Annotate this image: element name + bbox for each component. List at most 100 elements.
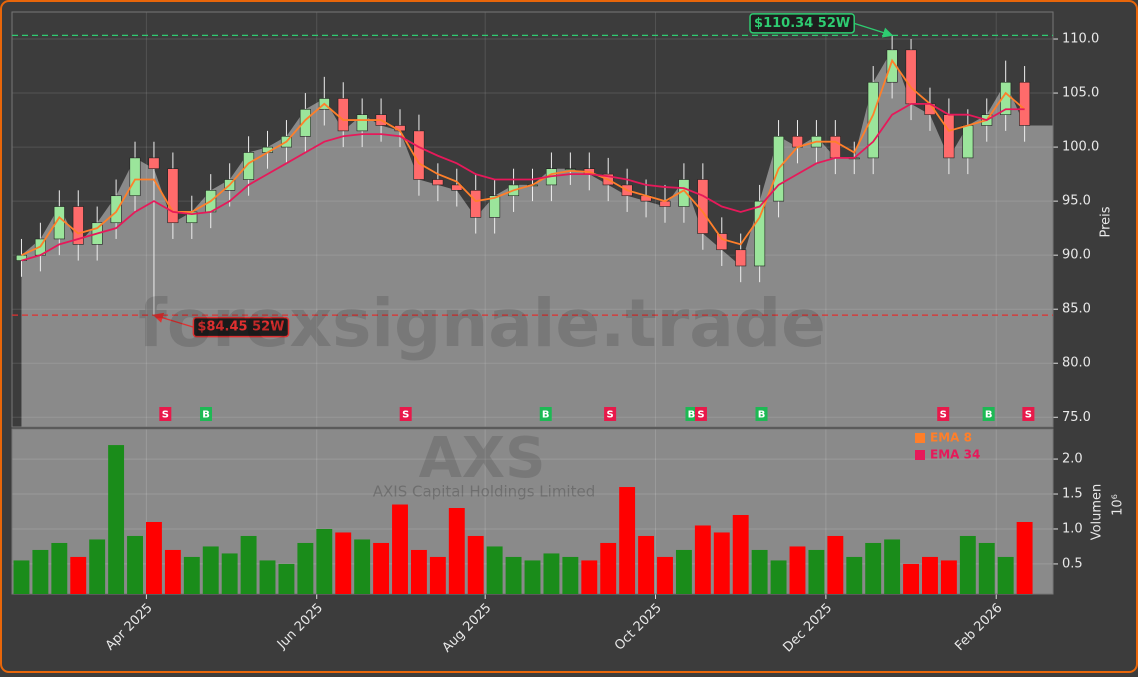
signal-box bbox=[937, 407, 950, 421]
volume-bar bbox=[221, 553, 238, 594]
signal-box bbox=[399, 407, 412, 421]
y-tick-label: 110.0 bbox=[1062, 32, 1099, 47]
candle-body bbox=[716, 233, 728, 251]
signal-box bbox=[685, 407, 698, 421]
volume-bar bbox=[202, 546, 219, 594]
volume-bar bbox=[732, 514, 749, 594]
volume-bar bbox=[543, 553, 560, 594]
volume-bar bbox=[751, 549, 768, 594]
volume-bar bbox=[770, 560, 787, 594]
volume-bar bbox=[1016, 521, 1033, 594]
signal-box bbox=[200, 407, 213, 421]
volume-bar bbox=[89, 539, 106, 594]
volume-bar bbox=[657, 556, 673, 594]
candle-body bbox=[754, 200, 766, 267]
candle-body bbox=[243, 152, 255, 180]
volume-bar bbox=[827, 535, 844, 594]
volume-bar bbox=[619, 487, 636, 594]
volume-bar bbox=[467, 535, 484, 594]
ema-line bbox=[21, 102, 1025, 262]
y-tick-label: 75.0 bbox=[1062, 410, 1091, 425]
volume-bar bbox=[240, 535, 257, 594]
volume-bar bbox=[13, 560, 30, 594]
signal-label: B bbox=[542, 410, 550, 421]
volume-bar bbox=[335, 532, 352, 594]
volume-bar bbox=[940, 560, 957, 594]
candle-body bbox=[943, 114, 955, 159]
volume-bar bbox=[146, 521, 162, 594]
signal-label: S bbox=[697, 410, 704, 421]
candle-body bbox=[886, 49, 898, 83]
y-tick-label: 90.0 bbox=[1062, 248, 1091, 263]
candle-body bbox=[337, 98, 349, 132]
signal-label: S bbox=[607, 410, 614, 421]
y2-tick-label: 2.0 bbox=[1062, 452, 1083, 467]
candle-body bbox=[129, 157, 141, 197]
signal-box bbox=[755, 407, 768, 421]
volume-bar bbox=[278, 563, 295, 594]
volume-bar bbox=[865, 542, 882, 594]
candle-body bbox=[299, 108, 311, 137]
volume-bar bbox=[297, 542, 314, 594]
volume-bar bbox=[789, 546, 806, 594]
signal-label: B bbox=[985, 410, 993, 421]
y-tick-label: 100.0 bbox=[1062, 140, 1099, 155]
volume-bar bbox=[259, 560, 276, 594]
candle-body bbox=[1019, 81, 1031, 126]
volume-bar bbox=[183, 556, 200, 594]
candle-body bbox=[148, 157, 160, 170]
volume-bar bbox=[373, 542, 390, 594]
signal-label: B bbox=[758, 410, 766, 421]
y2-axis-label: Volumen bbox=[1090, 484, 1105, 541]
volume-bar bbox=[392, 504, 408, 594]
y-axis-label: Preis bbox=[1099, 206, 1114, 237]
volume-bar bbox=[675, 549, 692, 594]
volume-bar bbox=[959, 535, 976, 594]
volume-bar bbox=[524, 560, 541, 594]
candle-body bbox=[413, 130, 425, 180]
signal-label: B bbox=[688, 410, 696, 421]
low_52w-arrow bbox=[152, 312, 194, 328]
candle-body bbox=[962, 125, 974, 159]
volume-bar bbox=[884, 539, 901, 594]
volume-bar bbox=[164, 549, 181, 594]
candle-body bbox=[829, 135, 841, 159]
signal-label: S bbox=[940, 410, 947, 421]
volume-bar bbox=[581, 560, 598, 594]
signal-box bbox=[694, 407, 707, 421]
volume-bar bbox=[354, 539, 371, 594]
signal-label: S bbox=[162, 410, 169, 421]
y2-tick-label: 1.5 bbox=[1062, 487, 1083, 502]
volume-bar bbox=[448, 508, 465, 594]
legend-label: EMA 34 bbox=[930, 448, 980, 462]
volume-bar bbox=[600, 542, 617, 594]
ema-line bbox=[21, 58, 1026, 256]
candle-body bbox=[432, 179, 444, 186]
high_52w-arrow bbox=[854, 22, 894, 38]
y2-offset-label: 10⁶ bbox=[1111, 494, 1126, 516]
volume-bar bbox=[808, 549, 825, 594]
candle-body bbox=[735, 249, 747, 267]
volume-bar bbox=[562, 556, 579, 594]
y-tick-label: 85.0 bbox=[1062, 302, 1091, 317]
candle-body bbox=[110, 195, 122, 224]
volume-bar bbox=[70, 556, 87, 594]
y2-tick-label: 0.5 bbox=[1062, 556, 1083, 571]
volume-bar bbox=[127, 535, 143, 594]
legend-label: EMA 8 bbox=[930, 431, 972, 445]
legend-swatch bbox=[915, 450, 925, 460]
candle-body bbox=[356, 114, 368, 132]
volume-bar bbox=[316, 528, 333, 594]
volume-bar bbox=[694, 525, 711, 594]
high_52w-label: $110.34 52W bbox=[754, 16, 850, 31]
signal-label: S bbox=[1025, 410, 1032, 421]
volume-bar bbox=[846, 556, 863, 594]
legend-swatch bbox=[915, 433, 925, 443]
low_52w-label: $84.45 52W bbox=[197, 320, 284, 335]
candle-body bbox=[867, 81, 879, 159]
signal-box bbox=[982, 407, 995, 421]
candle-body bbox=[905, 49, 917, 105]
signal-label: S bbox=[402, 410, 409, 421]
volume-bar bbox=[713, 532, 730, 594]
